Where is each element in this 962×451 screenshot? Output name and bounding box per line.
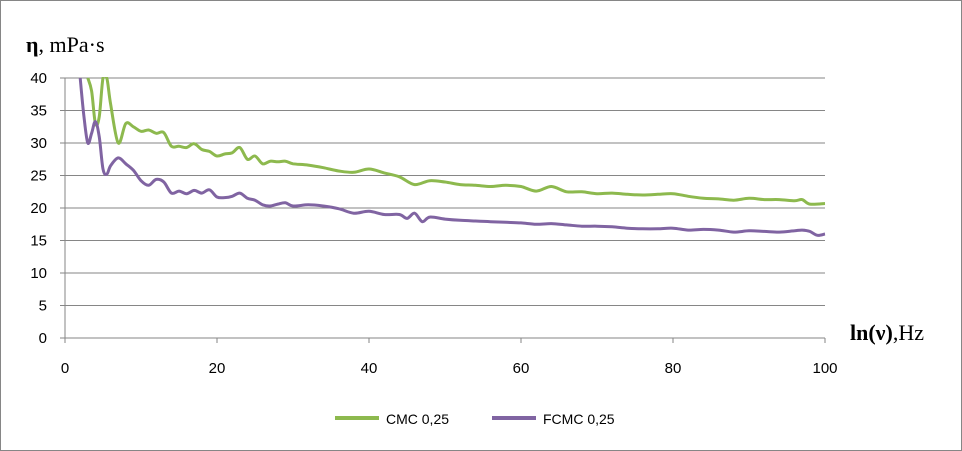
x-axis-symbol: ln(ν)	[850, 320, 893, 345]
legend: CMC 0,25 FCMC 0,25	[335, 411, 615, 427]
y-axis-title: η, mPa·s	[26, 32, 105, 57]
y-tick-label: 15	[30, 233, 47, 250]
legend-label-cmc: CMC 0,25	[386, 411, 449, 427]
legend-label-fcmc: FCMC 0,25	[543, 411, 615, 427]
series-line-fcmc	[78, 77, 826, 237]
x-tick-label: 100	[812, 360, 837, 377]
y-axis-unit: , mPa·s	[39, 32, 105, 57]
y-tick-label: 35	[30, 103, 47, 120]
x-tick-label: 0	[61, 360, 69, 377]
y-tick-label: 5	[39, 298, 47, 315]
y-axis-symbol: η	[26, 32, 39, 57]
y-tick-label: 20	[30, 200, 47, 217]
x-tick-label: 20	[209, 360, 226, 377]
axes	[60, 77, 826, 343]
x-axis-title: ln(ν),Hz	[850, 320, 924, 345]
series-line-cmc	[86, 77, 826, 206]
x-tick-label: 60	[513, 360, 530, 377]
y-tick-label: 10	[30, 265, 47, 282]
gridlines	[65, 77, 825, 306]
x-axis-unit: ,Hz	[893, 320, 924, 345]
series-layer	[78, 77, 826, 237]
y-tick-label: 30	[30, 135, 47, 152]
y-tick-label: 25	[30, 168, 47, 185]
x-tick-label: 40	[361, 360, 378, 377]
x-tick-label: 80	[665, 360, 682, 377]
y-tick-label: 40	[30, 70, 47, 87]
y-tick-label: 0	[39, 330, 47, 347]
tick-labels: 0 5 10 15 20 25 30 35 40 0 20 40 60 80 100	[30, 70, 837, 377]
